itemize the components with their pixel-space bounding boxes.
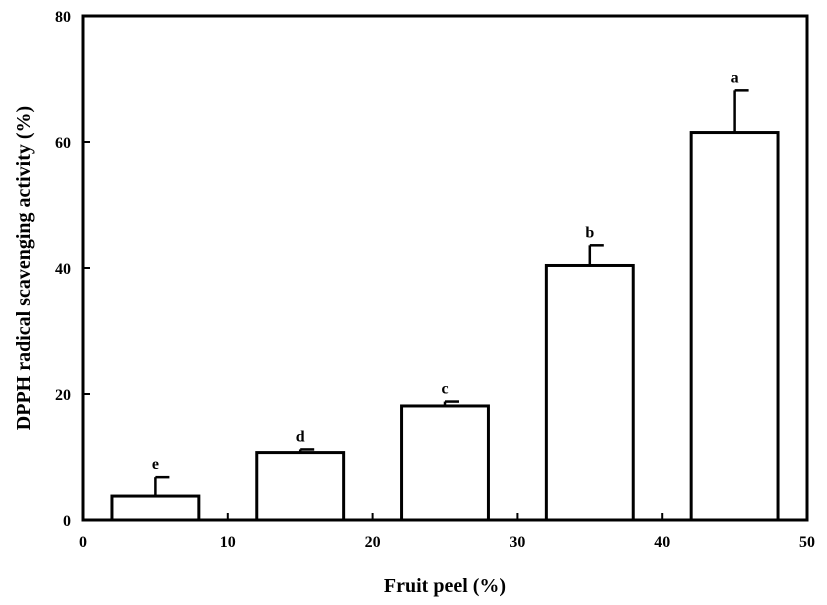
y-tick-label: 80 — [55, 9, 71, 26]
significance-label: d — [296, 428, 305, 445]
significance-label: b — [585, 224, 594, 241]
x-tick-label: 50 — [799, 534, 815, 551]
significance-label: a — [731, 69, 739, 86]
y-axis-ticks: 0 20 40 60 80 — [55, 9, 90, 530]
y-tick-label: 60 — [55, 135, 71, 152]
bars-group: e d c b a — [110, 69, 780, 522]
significance-label: e — [152, 456, 159, 473]
x-tick-label: 30 — [509, 534, 525, 551]
x-tick-label: 0 — [79, 534, 87, 551]
bar — [255, 451, 346, 522]
x-axis-ticks: 0 10 20 30 40 50 — [79, 513, 815, 551]
y-tick-label: 40 — [55, 261, 71, 278]
y-tick-label: 20 — [55, 387, 71, 404]
bar — [400, 404, 490, 522]
x-axis-label: Fruit peel (%) — [384, 575, 506, 597]
y-axis-label: DPPH radical scavenging activity (%) — [13, 106, 35, 430]
x-tick-label: 20 — [365, 534, 381, 551]
y-tick-label: 0 — [63, 513, 71, 530]
bar — [544, 263, 635, 522]
x-tick-label: 40 — [654, 534, 670, 551]
x-tick-label: 10 — [220, 534, 236, 551]
significance-label: c — [441, 381, 448, 398]
bar — [110, 494, 201, 522]
bar — [689, 131, 780, 522]
